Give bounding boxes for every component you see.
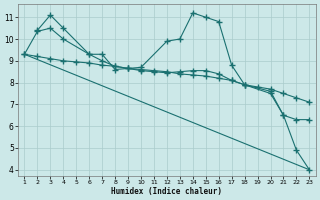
X-axis label: Humidex (Indice chaleur): Humidex (Indice chaleur) — [111, 187, 222, 196]
